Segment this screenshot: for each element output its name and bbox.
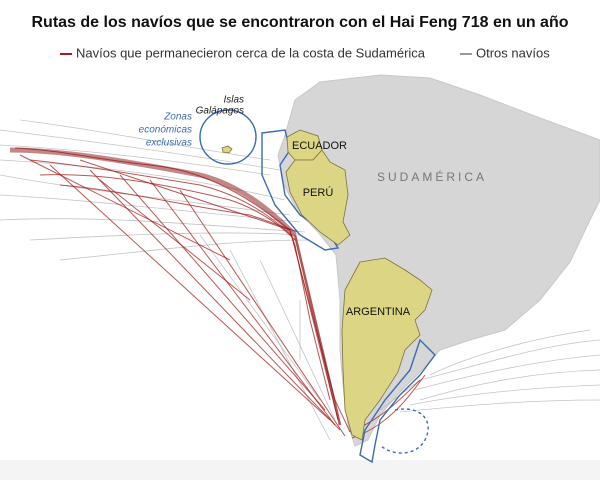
country-label: PERÚ (303, 186, 334, 199)
island-label: Galápagos (196, 106, 244, 117)
country-label: ECUADOR (292, 140, 347, 152)
countries (221, 129, 433, 441)
eez-label: económicas (139, 125, 192, 136)
ship-tracks-coastal (9, 147, 426, 439)
eez-label: exclusivas (146, 138, 192, 149)
legend-label: Navíos que permanecieron cerca de la cos… (76, 45, 426, 60)
region-label: SUDAMÉRICA (377, 169, 487, 184)
ship-tracks-other (0, 119, 600, 441)
eez-label: Zonas (163, 112, 192, 123)
title: Rutas de los navíos que se encontraron c… (31, 14, 568, 31)
country-label: ARGENTINA (346, 306, 411, 318)
legend-label: Otros navíos (476, 45, 550, 60)
island-label: Islas (223, 95, 244, 106)
